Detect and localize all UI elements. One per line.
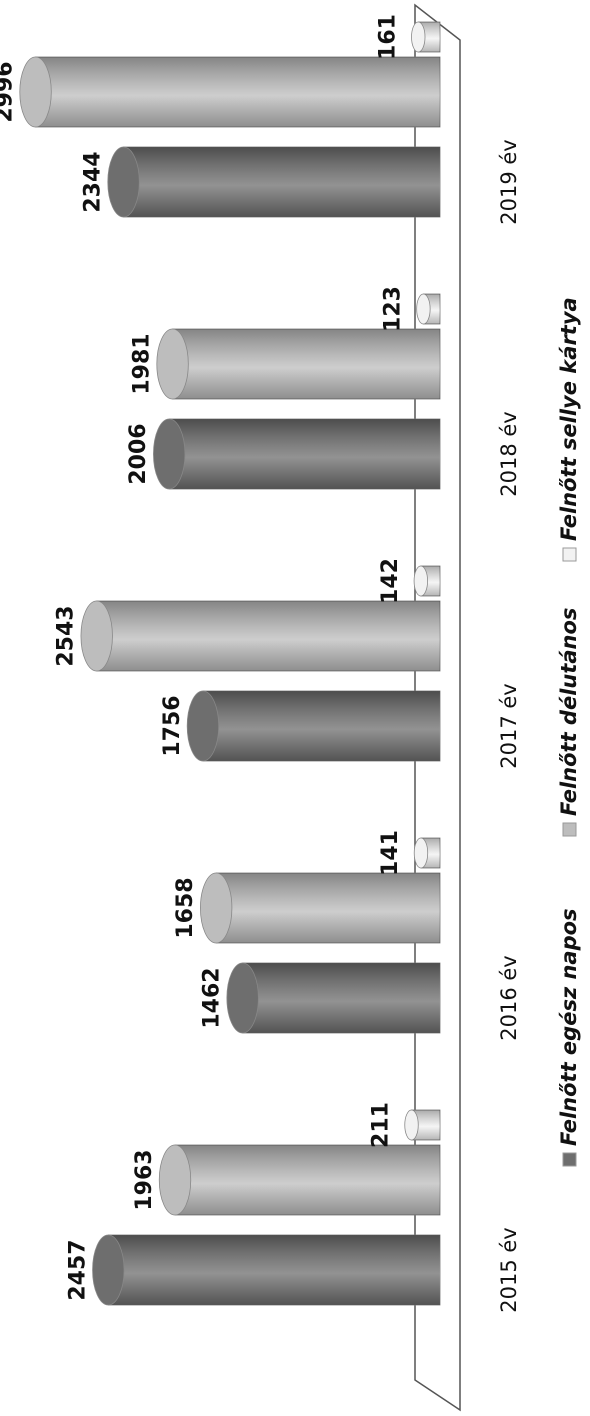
- legend-swatch: [562, 547, 577, 562]
- bar-shade: [202, 691, 440, 761]
- value-label: 123: [380, 286, 405, 332]
- x-tick-label: 2017 év: [497, 683, 521, 768]
- value-label: 161: [375, 14, 400, 60]
- legend-swatch: [562, 1152, 577, 1167]
- value-label: 2006: [126, 423, 151, 484]
- value-label: 2543: [54, 605, 79, 666]
- x-tick-label: 2015 év: [497, 1227, 521, 1312]
- bar-shade: [169, 419, 440, 489]
- plot: 2015 év 2457 1963 211 2016 év 1462 1658 141 2017…: [0, 3, 581, 1412]
- value-label: 211: [369, 1102, 394, 1148]
- value-label: 141: [378, 830, 403, 876]
- value-label: 1981: [130, 333, 155, 394]
- value-label: 142: [378, 558, 403, 604]
- bar-cap: [404, 1109, 419, 1141]
- legend-label: Felnőtt egész napos: [557, 908, 581, 1146]
- bar-shade: [411, 1110, 441, 1140]
- value-label: 1756: [160, 695, 185, 756]
- bar-shade: [123, 147, 440, 217]
- value-label: 2344: [81, 151, 106, 212]
- bar-cap: [153, 418, 186, 490]
- bar-cap: [19, 56, 52, 128]
- x-tick-label: 2018 év: [497, 411, 521, 496]
- bar-cap: [107, 146, 140, 218]
- bar-shade: [242, 963, 440, 1033]
- bar-cap: [416, 293, 431, 325]
- legend-label: Felnőtt délutános: [557, 608, 581, 816]
- bar-cap: [158, 1144, 192, 1216]
- bar-cap: [186, 690, 220, 762]
- value-label: 2457: [65, 1239, 90, 1300]
- value-label: 1658: [173, 877, 198, 938]
- bar-cap: [226, 962, 259, 1034]
- bar-shade: [96, 601, 440, 671]
- bar-cap: [411, 21, 426, 53]
- bar-shade: [172, 329, 440, 399]
- bar-cap: [92, 1234, 125, 1306]
- value-label: 1462: [200, 967, 225, 1028]
- value-label: 1963: [132, 1149, 157, 1210]
- x-tick-label: 2016 év: [497, 955, 521, 1040]
- bar-cap: [413, 565, 428, 597]
- bar-shade: [108, 1235, 441, 1305]
- bar-cap: [80, 600, 113, 672]
- bar-cap: [413, 837, 429, 869]
- bar-cap: [200, 872, 233, 944]
- x-tick-label: 2019 év: [497, 139, 521, 224]
- bar-cap: [156, 328, 189, 400]
- bar-shade: [216, 873, 440, 943]
- legend-swatch: [562, 822, 577, 837]
- bar-shade: [35, 57, 440, 127]
- value-label: 2996: [0, 61, 18, 122]
- legend-label: Felnőtt sellye kártya: [557, 297, 581, 541]
- bar-shade: [174, 1145, 440, 1215]
